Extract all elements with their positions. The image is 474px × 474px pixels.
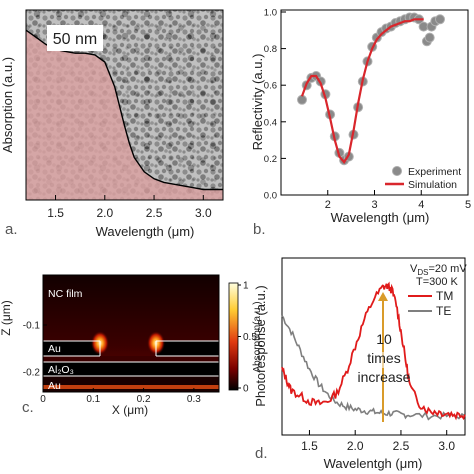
panel-d-ylabel: Photoresponse (a.u.): [253, 285, 268, 406]
te-line: [281, 315, 466, 421]
experiment-point: [424, 32, 435, 43]
tm-line: [281, 281, 466, 421]
absorption-area: [26, 30, 223, 200]
panel-b-ytick-label: 0.8: [264, 44, 277, 55]
panel-d-xtick-label: 2.0: [347, 439, 364, 453]
colorbar-tick-label: 0: [243, 384, 249, 395]
panel-d-xlabel: Wavelentgh (μm): [324, 456, 423, 471]
panel-c: NC film Au Al₂O₃ Au 0 0.1 0.2 0.3 -0.1 -0.2 1…: [0, 274, 263, 417]
al2o3-layer: [43, 362, 219, 376]
experiment-point: [297, 94, 307, 105]
panel-a-frame: [25, 9, 224, 201]
scale-label: 50 nm: [53, 31, 97, 48]
panel-a-letter: a.: [5, 221, 18, 238]
au-bottom-layer: [43, 376, 219, 392]
panel-b-ytick-label: 0.6: [264, 81, 277, 92]
panel-a-xtick-label: 1.5: [47, 206, 64, 220]
region-au-bottom: Au: [48, 380, 61, 392]
panel-d-frame: [281, 257, 466, 436]
region-al2o3: Al₂O₃: [48, 364, 74, 376]
panel-b-ytick-label: 0.4: [264, 117, 277, 128]
colorbar: [228, 282, 239, 391]
annotation-line-1: 10: [376, 331, 392, 347]
au-stripe-right: [156, 341, 219, 356]
panel-b-ylabel: Reflectivity (a.u.): [250, 54, 265, 151]
colorbar-ticks: 10.50: [238, 281, 257, 395]
panel-d-axes: 1.5 2.0 2.5 3.0: [301, 430, 455, 453]
panel-b-xlabel: Wavelength (μm): [331, 210, 430, 225]
panel-a-ylabel: Absorption (a.u.): [0, 57, 15, 153]
legend-experiment-label: Experiment: [408, 166, 461, 178]
panel-c-xtick-label: 0: [40, 394, 46, 405]
panel-c-ylabel: Z (μm): [0, 300, 13, 336]
panel-b-xtick-label: 4: [418, 199, 424, 211]
panel-a-xtick-label: 3.0: [195, 206, 212, 220]
legend-simulation-label: Simulation: [408, 179, 457, 191]
colorbar-label: Absorption(a.u.): [252, 301, 263, 372]
panel-c-xtick-label: 0.2: [137, 394, 151, 405]
panel-c-ytick-label: -0.1: [23, 321, 41, 332]
panel-a: 50 nm 1.5 2.0 2.5 3.0 Wavelength (μm) Absor…: [0, 9, 224, 239]
condition-voltage: VDS=20 mV: [410, 263, 467, 277]
panel-b-ytick-label: 1.0: [264, 8, 277, 19]
panel-d-xtick-label: 3.0: [438, 439, 455, 453]
legend-experiment-marker: [392, 166, 402, 176]
panel-a-xtick-label: 2.5: [146, 206, 163, 220]
panel-b-ytick-label: 0.2: [264, 154, 277, 165]
panel-c-frame: [42, 274, 220, 393]
panel-c-letter: c.: [22, 399, 34, 416]
panel-b-ytick-label: 0.0: [264, 191, 277, 202]
au-stripe-left: [43, 341, 100, 356]
panel-d-xtick-label: 1.5: [301, 439, 318, 453]
condition-temperature: T=300 K: [416, 276, 459, 288]
colorbar-tick-label: 1: [243, 281, 249, 292]
panel-b: 2 3 4 5 0.0 0.2 0.4 0.6 0.8 1.0 Experiment Simula…: [250, 8, 471, 239]
panel-c-xtick-label: 0.1: [86, 394, 100, 405]
panel-b-xtick-label: 3: [371, 199, 377, 211]
simulation-line: [300, 18, 424, 164]
panel-a-xlabel: Wavelength (μm): [96, 224, 195, 239]
panel-b-axes: 2 3 4 5 0.0 0.2 0.4 0.6 0.8 1.0: [264, 8, 471, 212]
colorbar-tick-label: 0.5: [243, 332, 257, 343]
panel-c-xlabel: X (μm): [112, 403, 148, 417]
panel-b-xtick-label: 2: [325, 199, 331, 211]
annotation-line-2: times: [367, 350, 400, 366]
panel-d: 1.5 2.0 2.5 3.0 10 times increase VDS=20 mV…: [253, 257, 467, 471]
legend-te-label: TE: [436, 304, 451, 318]
panel-b-letter: b.: [253, 221, 266, 238]
experiment-point: [435, 14, 445, 25]
panel-c-ticks: 0 0.1 0.2 0.3 -0.1 -0.2: [23, 321, 201, 406]
panel-c-xtick-label: 0.3: [187, 394, 201, 405]
scale-label-box: [47, 25, 103, 51]
panel-d-xtick-label: 2.5: [393, 439, 410, 453]
region-au-top: Au: [48, 343, 61, 355]
panel-b-xtick-label: 5: [465, 199, 471, 211]
panel-c-ytick-label: -0.2: [23, 368, 41, 379]
hot-interface: [43, 385, 219, 389]
region-nc-film: NC film: [48, 288, 83, 300]
annotation-bg: [367, 352, 401, 368]
gap-region: [43, 356, 219, 362]
increase-arrow-head: [378, 292, 388, 301]
legend-tm-label: TM: [436, 289, 453, 303]
panel-a-xticks: 1.5 2.0 2.5 3.0: [47, 195, 212, 220]
annotation-line-3: increase: [358, 369, 411, 385]
panel-a-xtick-label: 2.0: [96, 206, 113, 220]
panel-d-letter: d.: [255, 445, 268, 462]
